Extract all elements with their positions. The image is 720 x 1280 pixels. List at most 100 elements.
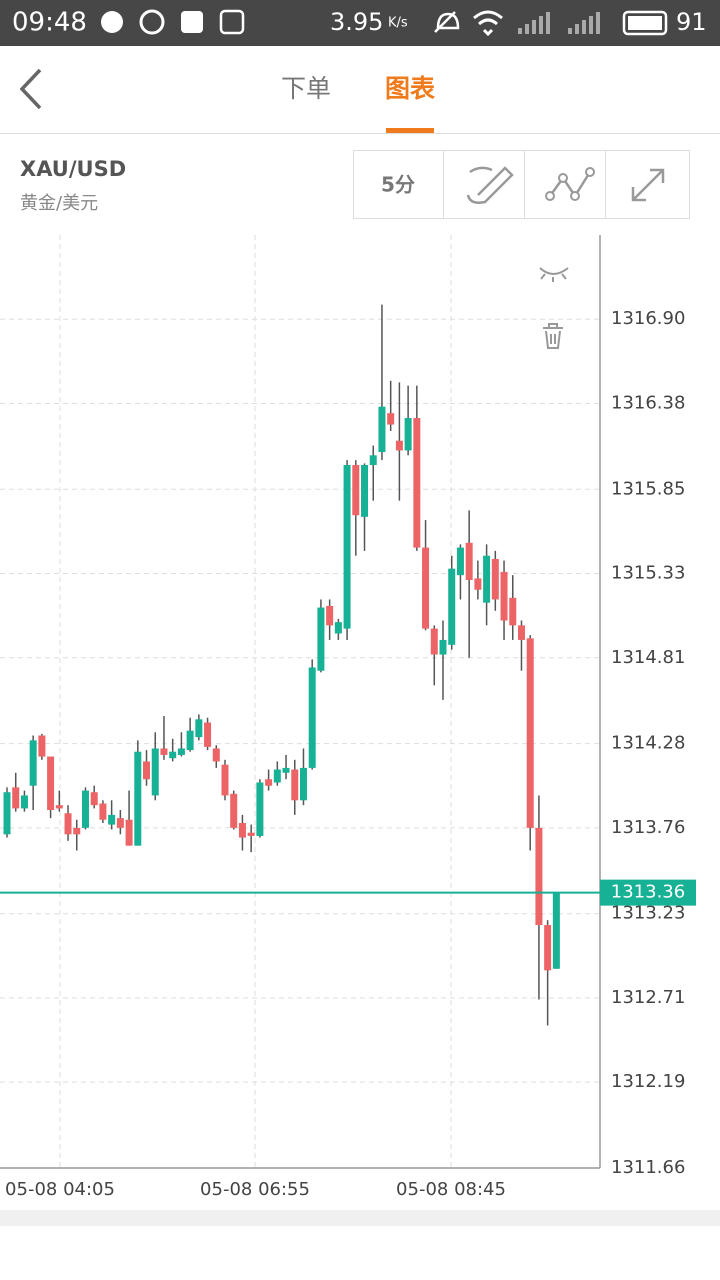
candle-body	[343, 465, 351, 629]
candle-body	[134, 751, 142, 846]
candle-body	[378, 406, 386, 453]
y-tick-label: 1315.85	[611, 478, 685, 499]
candle-body	[212, 748, 220, 762]
candle-body	[230, 793, 238, 828]
eye-icon[interactable]	[539, 267, 569, 282]
y-tick-label: 1314.28	[611, 733, 685, 754]
candle-body	[387, 413, 395, 425]
x-tick-label: 05-08 08:45	[396, 1179, 506, 1200]
candle-body	[125, 819, 133, 846]
candle-body	[317, 607, 325, 671]
symbol: XAU/USD	[20, 157, 126, 181]
indicator-button[interactable]	[558, 173, 568, 183]
candle-body	[3, 792, 11, 835]
candle-body	[430, 628, 438, 655]
candle-body	[20, 795, 28, 809]
candle-body	[29, 740, 37, 786]
x-tick-label: 05-08 04:05	[5, 1179, 115, 1200]
candle-body	[500, 571, 508, 621]
indicator-button[interactable]	[585, 167, 595, 177]
y-tick-label: 1316.90	[611, 308, 685, 329]
bottom-bar	[0, 1210, 720, 1226]
candle-body	[456, 547, 464, 576]
candle-body	[422, 547, 430, 629]
candle-body	[273, 769, 281, 783]
y-tick-label: 1313.76	[611, 817, 685, 838]
candle-body	[247, 832, 255, 836]
candle-body	[81, 790, 89, 828]
tab-indicator	[386, 128, 434, 133]
candle-body	[238, 822, 246, 838]
candle-body	[509, 597, 517, 626]
candle-body	[47, 756, 55, 811]
candle-body	[465, 542, 473, 581]
candle-body	[64, 813, 72, 835]
wifi-icon	[473, 10, 503, 37]
indicator-button[interactable]	[545, 191, 555, 201]
candle-body	[55, 805, 63, 809]
candle-body	[177, 748, 185, 755]
indicator-button[interactable]	[570, 191, 580, 201]
battery-percent: 91	[676, 8, 707, 36]
candle-body	[326, 605, 334, 626]
battery-level	[628, 16, 662, 30]
y-tick-label: 1311.66	[611, 1157, 685, 1178]
candle-body	[404, 418, 412, 451]
candle-body	[552, 892, 560, 969]
candle-body	[517, 625, 525, 640]
trash-icon[interactable]	[543, 323, 563, 349]
back-button[interactable]	[19, 68, 42, 110]
candle-body	[221, 764, 229, 796]
tab[interactable]: 下单	[281, 74, 331, 103]
interval-button[interactable]: 5分	[381, 173, 415, 197]
candle-body	[186, 730, 194, 751]
mute-icon	[434, 11, 460, 33]
y-tick-label: 1316.38	[611, 392, 685, 413]
net-speed-unit: K/s	[388, 16, 408, 31]
fullscreen-button[interactable]	[631, 168, 665, 202]
candle-body	[73, 827, 81, 835]
price-label: 1313.36	[611, 882, 685, 903]
status-icon	[101, 11, 123, 33]
indicator-button[interactable]	[548, 171, 592, 199]
battery-icon	[622, 10, 668, 36]
candle-body	[526, 638, 534, 828]
candle-body	[12, 787, 20, 809]
candle-body	[474, 578, 482, 590]
draw-button[interactable]	[466, 166, 514, 204]
status-icon	[139, 9, 165, 35]
tab[interactable]: 图表	[385, 74, 436, 103]
toolbar	[353, 150, 690, 219]
net-speed: 3.95	[330, 8, 383, 36]
y-tick-label: 1312.19	[611, 1071, 685, 1092]
candle-body	[299, 767, 307, 801]
candle-body	[90, 792, 98, 806]
status-icon	[219, 9, 245, 35]
signal-icon	[568, 12, 600, 34]
candle-body	[483, 555, 491, 603]
candle-body	[195, 719, 203, 738]
y-tick-label: 1315.33	[611, 563, 685, 584]
candle-body	[204, 722, 212, 747]
candle-body	[369, 455, 377, 466]
chart: 1316.90 1316.38 1315.85 1315.33 1314.81 1314.…	[0, 235, 696, 1200]
y-tick-label: 1314.81	[611, 647, 685, 668]
candle-body	[265, 779, 273, 786]
candle-body	[334, 622, 342, 634]
y-tick-label: 1312.71	[611, 987, 685, 1008]
candle-body	[143, 761, 151, 780]
status-icon	[181, 11, 203, 33]
candle-body	[151, 748, 159, 796]
candle-body	[108, 814, 116, 825]
candle-body	[413, 418, 421, 548]
candle-body	[439, 639, 447, 655]
candle-body	[544, 925, 552, 971]
candle-body	[116, 818, 124, 828]
candle-body	[99, 803, 107, 820]
candle-body	[491, 558, 499, 600]
candle-body	[169, 751, 177, 759]
candle-body	[256, 782, 264, 836]
y-tick-label: 1313.23	[611, 903, 685, 924]
candle-body	[448, 568, 456, 645]
